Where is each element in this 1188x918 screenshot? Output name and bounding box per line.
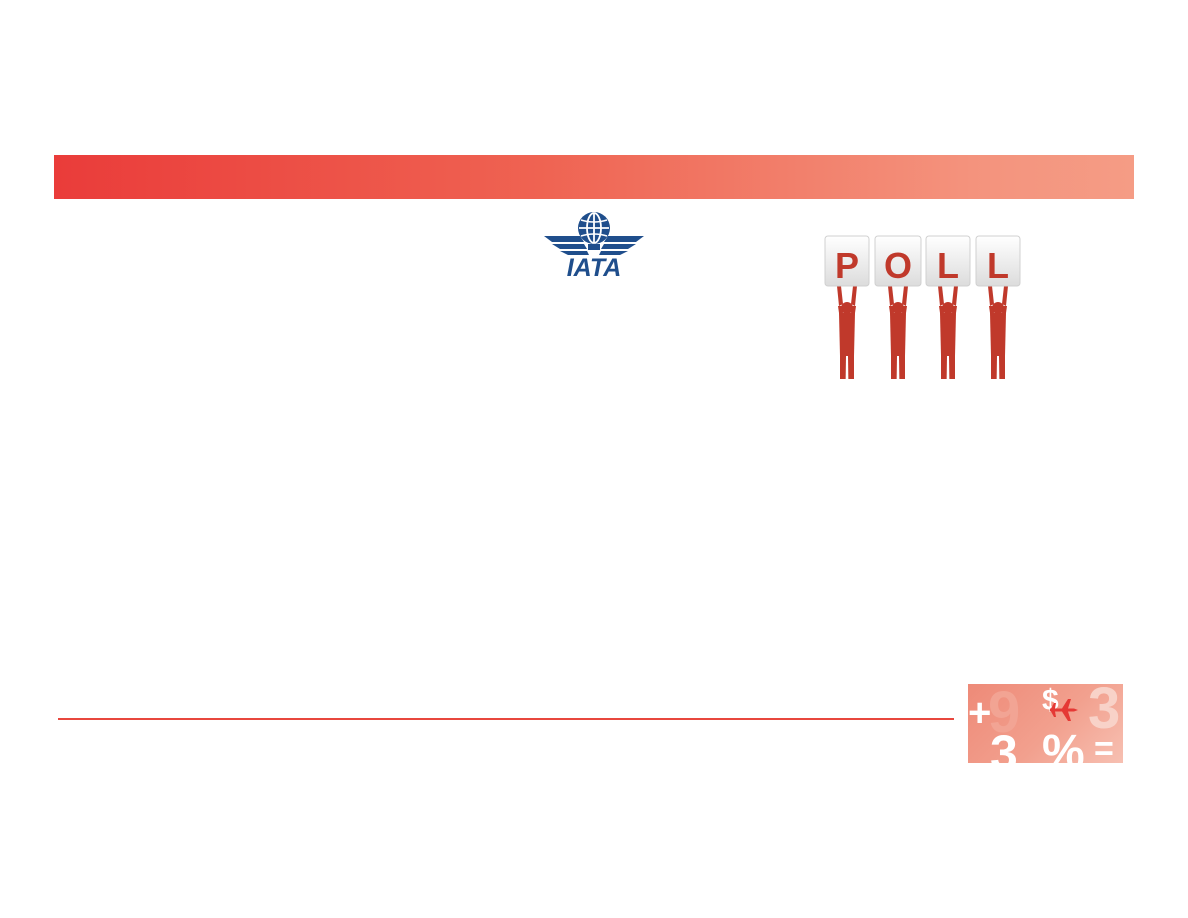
people-holding-letters: P O L L [824, 235, 1021, 423]
decor-glyph-dollar: $ [1042, 684, 1059, 717]
decor-glyph-plus: + [968, 691, 991, 735]
numbers-decor-tile: 9 + $ 3 3 % = [968, 684, 1123, 763]
poll-letter-block-1: P [824, 235, 870, 423]
airplane-icon [1050, 699, 1078, 721]
decor-glyph-percent: % [1042, 726, 1085, 763]
poll-letter-4: L [987, 245, 1009, 286]
poll-letter-block-2: O [874, 235, 922, 423]
decor-glyph-three-top: 3 [1088, 684, 1120, 741]
globe-wings-icon: IATA [544, 212, 644, 282]
iata-logo-text: IATA [567, 254, 622, 280]
poll-illustration: P O L L [818, 234, 1028, 423]
poll-letter-3: L [937, 245, 959, 286]
poll-letter-1: P [835, 245, 859, 286]
footer-divider [58, 718, 954, 720]
title-banner [54, 155, 1134, 199]
poll-letter-block-4: L [975, 235, 1021, 423]
decor-glyph-nine: 9 [988, 684, 1020, 745]
poll-letter-2: O [884, 245, 912, 286]
decor-glyph-three-bottom: 3 [990, 725, 1018, 763]
poll-letter-block-3: L [925, 235, 971, 423]
decor-glyph-equals: = [1094, 730, 1114, 763]
iata-logo: IATA [540, 208, 648, 282]
